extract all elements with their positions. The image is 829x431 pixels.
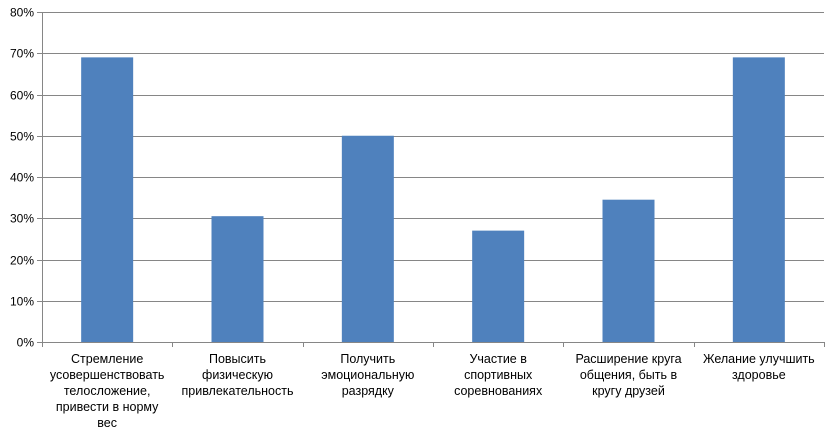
gridlines	[42, 12, 824, 302]
bar	[472, 230, 525, 342]
x-tick-label: Стремление усовершенствовать телосложени…	[49, 352, 165, 430]
x-tick-label: Повысить физическую привлекательность	[181, 352, 294, 398]
y-tick-label: 70%	[10, 47, 34, 61]
y-tick-label: 0%	[17, 336, 35, 350]
x-tick-label: Получить эмоциональную разрядку	[321, 352, 415, 398]
y-tick-label: 40%	[10, 171, 34, 185]
bar	[732, 57, 785, 342]
y-tick-label: 10%	[10, 295, 34, 309]
bar	[211, 216, 264, 342]
x-tick-label: Расширение круга общения, быть в кругу д…	[575, 352, 682, 398]
x-tick-label: Желание улучшить здоровье	[702, 352, 815, 382]
y-tick-labels: 0% 10% 20% 30% 40% 50% 60% 70% 80%	[10, 6, 34, 350]
bar-chart: 0% 10% 20% 30% 40% 50% 60% 70% 80% Стремление ус…	[10, 6, 825, 430]
bar	[602, 199, 655, 342]
bar	[81, 57, 134, 342]
y-tick-label: 50%	[10, 130, 34, 144]
y-tick-label: 80%	[10, 6, 34, 20]
y-tick-label: 20%	[10, 254, 34, 268]
x-tick-label: Участие в спортивных соревнованиях	[454, 352, 543, 398]
chart-plot: 0% 10% 20% 30% 40% 50% 60% 70% 80%	[10, 6, 825, 350]
y-tick-label: 30%	[10, 212, 34, 226]
y-tick-label: 60%	[10, 89, 34, 103]
axes	[37, 12, 825, 347]
bars	[81, 57, 785, 342]
bar	[341, 135, 394, 342]
